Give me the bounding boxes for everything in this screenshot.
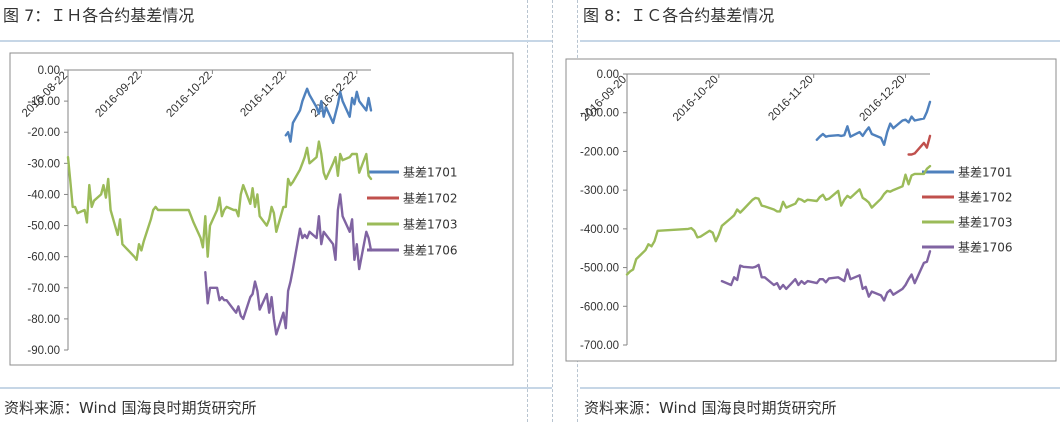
legend-label: 基差1703	[958, 216, 1013, 230]
y-tick-label: -100.00	[580, 108, 619, 120]
y-tick-label: -400.00	[580, 224, 619, 236]
y-tick-label: -700.00	[580, 340, 619, 352]
y-tick-label: -500.00	[580, 263, 619, 275]
legend-label: 基差1702	[403, 192, 458, 206]
divider	[0, 387, 552, 389]
legend-label: 基差1706	[958, 241, 1013, 255]
source-note: 资料来源：Wind 国海良时期货研究所	[4, 399, 257, 417]
y-tick-label: 0.00	[38, 65, 60, 77]
y-tick-label: -70.00	[27, 283, 60, 295]
series-line-基差1701	[815, 100, 932, 147]
y-tick-label: -50.00	[27, 221, 60, 233]
figure-panel-ih: 图 7：ＩＨ各合约基差情况 0.00 -10.00 -20.00 -30.00 -40.…	[0, 6, 552, 417]
figure-title: 图 7：ＩＨ各合约基差情况	[3, 6, 195, 25]
y-tick-label: -300.00	[580, 185, 619, 197]
y-tick-label: -60.00	[27, 252, 60, 264]
y-tick-label: 0.00	[597, 69, 619, 81]
legend-label: 基差1701	[958, 166, 1013, 180]
series-line-基差1706	[720, 250, 932, 302]
figure-title: 图 8：ＩＣ各合约基差情况	[583, 6, 775, 25]
series-line-基差1706	[204, 193, 373, 336]
source-note: 资料来源：Wind 国海良时期货研究所	[584, 399, 837, 417]
series-line-基差1703	[625, 164, 932, 276]
figure-panel-ic: 图 8：ＩＣ各合约基差情况 0.00 -100.00 -200.00 -300.00 -…	[565, 0, 1060, 422]
series-line-基差1703	[66, 140, 373, 261]
series-line-基差1701	[284, 87, 373, 143]
y-tick-label: -90.00	[27, 345, 60, 357]
y-tick-label: -20.00	[27, 127, 60, 139]
series-line-基差1702	[907, 134, 932, 156]
y-tick-label: -600.00	[580, 301, 619, 313]
divider	[580, 387, 1060, 389]
legend-label: 基差1706	[403, 244, 458, 258]
y-tick-label: -200.00	[580, 146, 619, 158]
y-tick-label: -30.00	[27, 158, 60, 170]
legend-label: 基差1702	[958, 191, 1013, 205]
y-tick-label: -80.00	[27, 314, 60, 326]
legend-label: 基差1703	[403, 218, 458, 232]
y-tick-label: -10.00	[27, 96, 60, 108]
panel-divider	[527, 0, 528, 422]
legend-label: 基差1701	[403, 166, 458, 180]
chart-frame	[9, 52, 514, 366]
divider	[0, 40, 552, 42]
ic-basis-chart: 0.00 -100.00 -200.00 -300.00 -400.00 -500.00 -…	[565, 58, 1057, 362]
panel-divider	[552, 0, 553, 422]
ih-basis-chart: 0.00 -10.00 -20.00 -30.00 -40.00 -50.00 -60.00…	[9, 52, 514, 366]
y-tick-label: -40.00	[27, 189, 60, 201]
chart-frame	[565, 58, 1057, 362]
divider	[580, 40, 1060, 42]
